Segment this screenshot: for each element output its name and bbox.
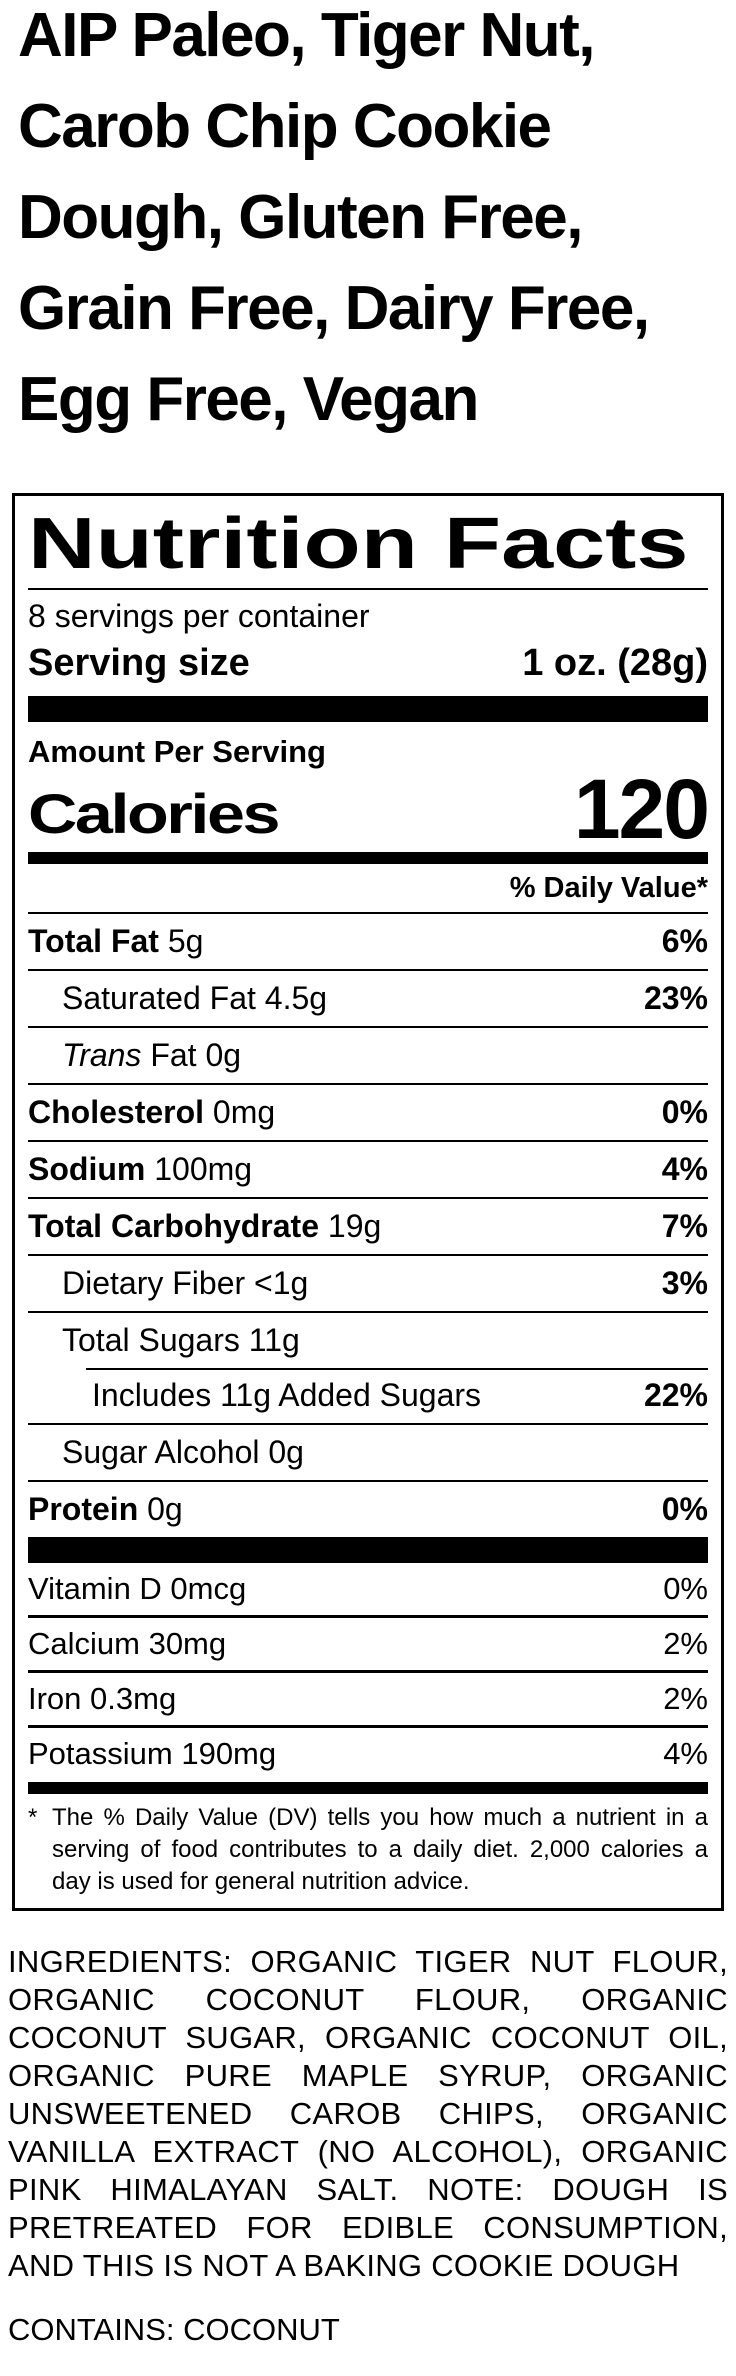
daily-value: 6% xyxy=(661,923,708,959)
vitamin-row-vitamin-d: Vitamin D 0mcg 0% xyxy=(28,1563,708,1615)
vitamin-name: Iron 0.3mg xyxy=(28,1681,177,1716)
thick-divider-bar xyxy=(28,696,708,722)
vitamin-row-potassium: Potassium 190mg 4% xyxy=(28,1725,708,1780)
amount-per-serving-label: Amount Per Serving xyxy=(28,734,326,769)
daily-value: 7% xyxy=(661,1208,708,1244)
vitamin-name: Calcium 30mg xyxy=(28,1626,227,1661)
nutrient-name: Total Sugars 11g xyxy=(62,1322,300,1358)
nutrient-name: Trans Fat 0g xyxy=(62,1037,242,1073)
serving-size-label: Serving size xyxy=(28,642,250,684)
calories-value: 120 xyxy=(573,762,710,856)
serving-size-value: 1 oz. (28g) xyxy=(522,642,708,684)
nutrient-name: Sodium 100mg xyxy=(28,1151,253,1187)
nutrient-row-sugar-alcohol: Sugar Alcohol 0g xyxy=(28,1423,708,1480)
calories-row: Calories 120 xyxy=(28,762,710,856)
calories-label: Calories xyxy=(28,782,281,845)
daily-value: 23% xyxy=(643,980,708,1016)
thick-divider-bar xyxy=(28,1537,708,1563)
allergen-statement: CONTAINS: COCONUT xyxy=(8,2312,340,2347)
nutrition-facts-heading: Nutrition Facts xyxy=(28,504,689,584)
nutrient-name: Total Carbohydrate 19g xyxy=(28,1208,382,1244)
nutrient-name: Cholesterol 0mg xyxy=(28,1094,276,1130)
nutrient-row-total-fat: Total Fat 5g 6% xyxy=(28,912,708,969)
nutrient-row-sodium: Sodium 100mg 4% xyxy=(28,1140,708,1197)
daily-value: 4% xyxy=(661,1151,708,1187)
nutrient-row-dietary-fiber: Dietary Fiber <1g 3% xyxy=(28,1254,708,1311)
product-title: AIP Paleo, Tiger Nut, Carob Chip Cookie … xyxy=(18,1,650,434)
nutrient-name: Sugar Alcohol 0g xyxy=(62,1434,304,1470)
nutrient-name: Total Fat 5g xyxy=(28,923,204,959)
nutrient-row-cholesterol: Cholesterol 0mg 0% xyxy=(28,1083,708,1140)
footnote-asterisk: * xyxy=(28,1804,38,1831)
nutrient-name: Saturated Fat 4.5g xyxy=(62,980,328,1016)
footnote-text: The % Daily Value (DV) tells you how muc… xyxy=(52,1804,708,1895)
daily-value: 0% xyxy=(661,1491,708,1527)
vitamin-row-iron: Iron 0.3mg 2% xyxy=(28,1670,708,1725)
nutrient-row-total-carbohydrate: Total Carbohydrate 19g 7% xyxy=(28,1197,708,1254)
daily-value: 2% xyxy=(663,1626,708,1661)
vitamin-row-calcium: Calcium 30mg 2% xyxy=(28,1615,708,1670)
daily-value: 0% xyxy=(663,1571,708,1606)
nutrient-row-saturated-fat: Saturated Fat 4.5g 23% xyxy=(28,969,708,1026)
daily-value-header: % Daily Value* xyxy=(509,872,708,904)
nutrient-name: Includes 11g Added Sugars xyxy=(92,1377,482,1413)
medium-divider-bar xyxy=(28,1782,708,1794)
nutrient-row-trans-fat: Trans Fat 0g xyxy=(28,1026,708,1083)
daily-value: 3% xyxy=(661,1265,708,1301)
nutrient-row-added-sugars: Includes 11g Added Sugars 22% xyxy=(28,1368,708,1423)
nutrient-name: Dietary Fiber <1g xyxy=(62,1265,309,1301)
nutrient-name: Protein 0g xyxy=(28,1491,183,1527)
medium-divider-bar xyxy=(28,852,708,864)
servings-per-container: 8 servings per container xyxy=(28,598,370,634)
daily-value-footnote: * The % Daily Value (DV) tells you how m… xyxy=(28,1794,708,1898)
daily-value: 2% xyxy=(663,1681,708,1716)
nutrient-row-protein: Protein 0g 0% xyxy=(28,1480,708,1537)
nutrition-facts-heading-row: Nutrition Facts xyxy=(28,502,708,586)
heading-divider xyxy=(28,588,708,590)
daily-value: 22% xyxy=(643,1377,708,1413)
nutrient-row-total-sugars: Total Sugars 11g xyxy=(28,1311,708,1368)
nutrition-facts-panel: Nutrition Facts 8 servings per container… xyxy=(12,493,724,1911)
vitamin-name: Vitamin D 0mcg xyxy=(28,1571,247,1606)
serving-size-row: Serving size 1 oz. (28g) xyxy=(28,636,708,688)
ingredients-text: INGREDIENTS: ORGANIC TIGER NUT FLOUR, OR… xyxy=(8,1944,728,2283)
vitamin-name: Potassium 190mg xyxy=(28,1736,277,1771)
daily-value: 4% xyxy=(663,1736,708,1771)
daily-value: 0% xyxy=(661,1094,708,1130)
